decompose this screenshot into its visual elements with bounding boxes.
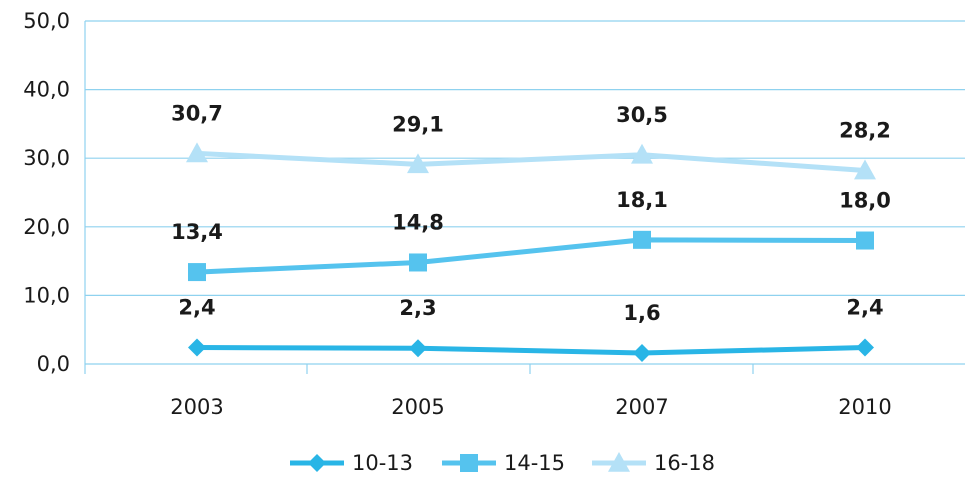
y-tick-label: 30,0 [23, 146, 70, 170]
y-tick-label: 40,0 [23, 78, 70, 102]
x-tick-label: 2010 [838, 395, 891, 419]
data-point [409, 253, 427, 272]
data-label: 1,6 [623, 301, 660, 325]
series-group [186, 142, 876, 363]
data-label: 28,2 [839, 119, 891, 143]
data-label: 18,0 [839, 189, 891, 213]
x-tick-label: 2005 [391, 395, 444, 419]
data-point [631, 143, 653, 164]
legend-marker [308, 454, 326, 472]
legend-marker [608, 452, 630, 472]
data-point [188, 338, 206, 357]
data-point [856, 231, 874, 250]
series-line-16-18 [196, 150, 866, 174]
data-point [186, 142, 208, 163]
data-point [633, 230, 651, 249]
data-point [409, 339, 427, 358]
y-axis-tick-labels: 0,0 10,0 20,0 30,0 40,0 50,0 [23, 9, 70, 376]
data-label: 30,7 [171, 101, 223, 125]
data-point [188, 263, 206, 282]
data-point [407, 153, 429, 174]
y-tick-label: 50,0 [23, 9, 70, 33]
y-tick-label: 10,0 [23, 283, 70, 307]
legend: 10-13 14-15 16-18 [290, 451, 715, 475]
data-label: 2,4 [178, 296, 215, 320]
y-tick-label: 0,0 [37, 352, 70, 376]
data-label: 18,1 [616, 188, 668, 212]
data-label: 14,8 [392, 210, 444, 234]
legend-label: 16-18 [654, 451, 715, 475]
legend-label: 14-15 [504, 451, 565, 475]
x-tick-label: 2007 [615, 395, 668, 419]
legend-marker [460, 454, 478, 472]
data-label: 2,3 [399, 296, 436, 320]
data-point [854, 159, 876, 180]
x-tick-label: 2003 [170, 395, 223, 419]
legend-label: 10-13 [352, 451, 413, 475]
data-label: 29,1 [392, 112, 444, 136]
data-point [633, 344, 651, 363]
x-axis-tick-labels: 2003 2005 2007 2010 [170, 395, 891, 419]
data-label: 13,4 [171, 220, 223, 244]
series-line-14-15 [196, 237, 866, 275]
y-tick-label: 20,0 [23, 215, 70, 239]
axes [84, 21, 965, 374]
data-label: 30,5 [616, 103, 668, 127]
series-line-10-13 [196, 345, 866, 356]
data-point [856, 338, 874, 357]
data-label: 2,4 [846, 296, 883, 320]
data-labels: 2,4 2,3 1,6 2,4 13,4 14,8 18,1 18,0 30,7 29,1 30,5… [171, 101, 891, 325]
